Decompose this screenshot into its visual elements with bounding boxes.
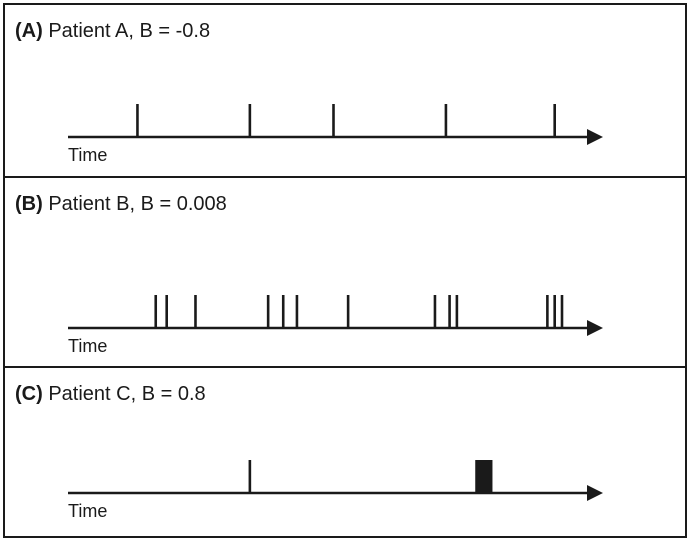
panel-a-time-label: Time	[68, 145, 108, 165]
panel-c-time-label: Time	[68, 501, 108, 521]
panel-a: (A) Patient A, B = -0.8 Time	[5, 5, 685, 176]
panel-c-axis-arrowhead	[587, 485, 603, 501]
panel-b-caption: Patient B, B = 0.008	[48, 193, 227, 215]
figure-frame: (A) Patient A, B = -0.8 Time (B) Patient…	[3, 3, 687, 538]
panel-a-timeline	[68, 104, 603, 145]
panel-b-title: (B) Patient B, B = 0.008	[15, 192, 227, 216]
panel-b: (B) Patient B, B = 0.008 Time	[5, 176, 685, 366]
panel-c: (C) Patient C, B = 0.8 Time	[5, 366, 685, 538]
panel-a-title: (A) Patient A, B = -0.8	[15, 19, 210, 43]
panel-c-letter: (C)	[15, 383, 43, 405]
panel-c-timeline	[68, 460, 603, 501]
panel-b-axis-arrowhead	[587, 320, 603, 336]
panel-b-letter: (B)	[15, 193, 43, 215]
panel-c-caption: Patient C, B = 0.8	[48, 383, 206, 405]
panel-a-letter: (A)	[15, 20, 43, 42]
panel-b-time-label: Time	[68, 336, 108, 356]
panel-b-timeline	[68, 295, 603, 336]
panel-a-caption: Patient A, B = -0.8	[48, 20, 211, 42]
panel-c-title: (C) Patient C, B = 0.8	[15, 382, 206, 406]
panel-a-axis-arrowhead	[587, 129, 603, 145]
